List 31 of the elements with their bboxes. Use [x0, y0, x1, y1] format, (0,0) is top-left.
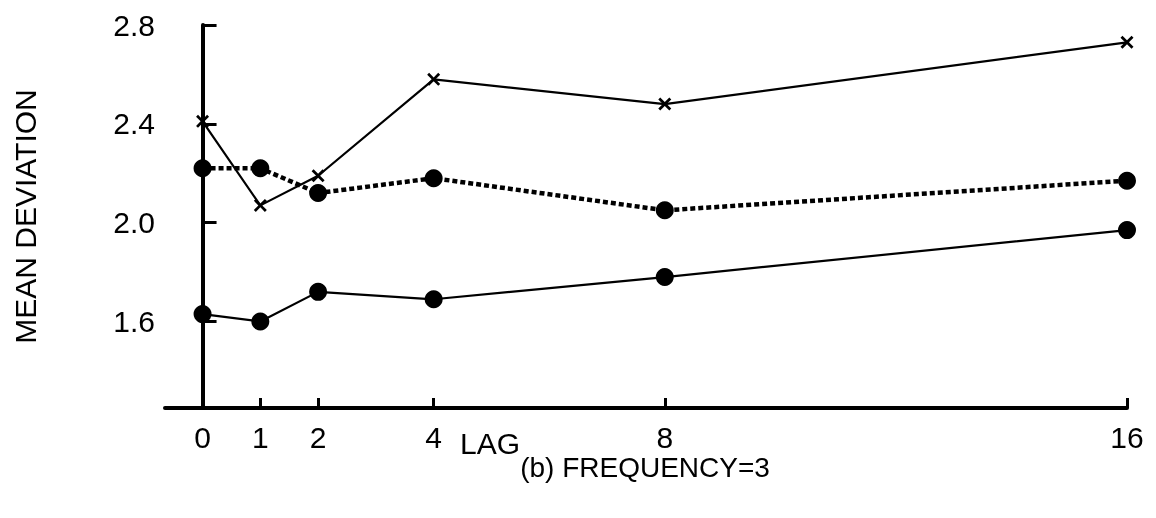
y-tick-label: 2.8	[113, 8, 155, 42]
point	[658, 97, 672, 111]
y-tick-label: 2.4	[113, 107, 155, 141]
point	[655, 268, 674, 287]
x-tick-label: 16	[1110, 420, 1144, 454]
y-tick-label: 2.0	[113, 206, 155, 240]
point	[309, 282, 328, 301]
y-tick-label: 1.6	[113, 305, 155, 339]
point	[251, 312, 270, 331]
point	[253, 198, 267, 212]
point	[251, 159, 270, 178]
text: (b) FREQUENCY=3	[520, 451, 770, 483]
y-axis-title: MEAN DEVIATION	[8, 89, 42, 344]
point	[424, 169, 443, 188]
x-tick-label: 2	[309, 420, 327, 454]
point	[1120, 35, 1134, 49]
x-tick-label: 0	[194, 420, 211, 454]
point	[427, 72, 441, 86]
point	[424, 290, 443, 309]
x-tick-label: 1	[251, 420, 269, 454]
point	[1118, 221, 1136, 240]
point	[196, 114, 210, 128]
x-tick-label: 8	[656, 420, 674, 454]
point	[655, 201, 674, 220]
point	[193, 305, 212, 324]
point	[1118, 171, 1136, 190]
point	[193, 159, 212, 178]
x-tick-label: 4	[425, 420, 443, 454]
point	[309, 184, 328, 203]
point	[311, 169, 325, 183]
x-axis-title: LAG	[459, 426, 520, 460]
